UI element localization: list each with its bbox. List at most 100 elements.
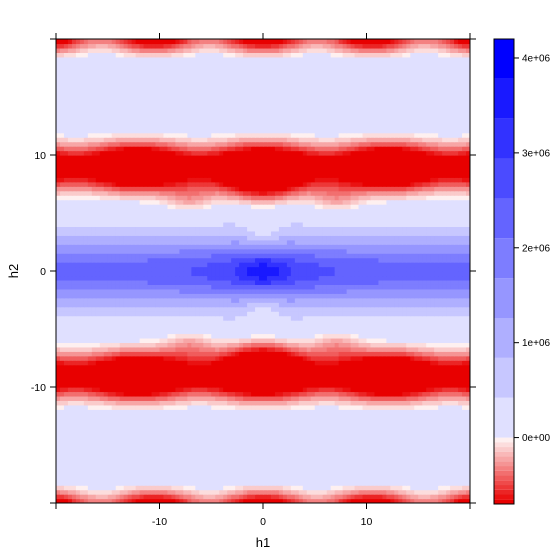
contour-cell: [243, 404, 248, 410]
contour-cell: [263, 364, 268, 370]
contour-cell: [306, 346, 312, 352]
contour-cell: [167, 302, 173, 308]
contour-cell: [422, 342, 427, 348]
contour-cell: [394, 471, 399, 477]
contour-cell: [450, 489, 455, 495]
contour-cell: [402, 337, 407, 343]
contour-cell: [394, 324, 399, 330]
contour-cell: [59, 400, 65, 406]
contour-cell: [342, 297, 348, 303]
contour-cell: [223, 302, 228, 308]
contour-cell: [274, 489, 280, 495]
contour-cell: [314, 311, 320, 317]
contour-cell: [350, 360, 356, 366]
contour-cell: [370, 400, 376, 406]
contour-cell: [75, 395, 81, 401]
contour-cell: [390, 378, 395, 384]
contour-cell: [259, 320, 264, 326]
contour-cell: [131, 351, 137, 357]
contour-cell: [302, 391, 308, 397]
contour-cell: [87, 409, 93, 415]
contour-cell: [394, 293, 399, 299]
contour-cell: [266, 458, 272, 464]
contour-cell: [147, 409, 153, 415]
contour-cell: [426, 378, 431, 384]
contour-cell: [255, 400, 260, 406]
contour-cell: [123, 489, 129, 495]
contour-cell: [139, 346, 145, 352]
contour-cell: [235, 462, 240, 468]
contour-cell: [406, 404, 411, 410]
contour-cell: [418, 333, 423, 339]
contour-cell: [390, 391, 395, 397]
contour-cell: [263, 413, 268, 419]
contour-cell: [326, 324, 332, 330]
contour-cell: [354, 315, 360, 321]
contour-cell: [179, 471, 184, 477]
contour-cell: [187, 427, 192, 433]
contour-cell: [390, 333, 395, 339]
contour-cell: [211, 297, 216, 303]
contour-cell: [239, 387, 244, 393]
contour-cell: [354, 302, 360, 308]
contour-cell: [370, 306, 376, 312]
contour-cell: [263, 302, 268, 308]
contour-cell: [91, 485, 97, 491]
contour-cell: [386, 467, 391, 473]
contour-cell: [334, 404, 340, 410]
contour-cell: [231, 387, 236, 393]
contour-cell: [143, 395, 149, 401]
contour-cell: [259, 427, 264, 433]
contour-cell: [203, 485, 208, 491]
contour-cell: [438, 485, 443, 491]
contour-cell: [410, 498, 415, 503]
contour-cell: [434, 311, 439, 317]
contour-cell: [123, 422, 129, 428]
contour-cell: [286, 462, 292, 468]
contour-cell: [163, 288, 169, 294]
contour-cell: [195, 413, 200, 419]
contour-cell: [56, 355, 61, 361]
contour-cell: [239, 382, 244, 388]
contour-cell: [422, 480, 427, 486]
contour-cell: [326, 413, 332, 419]
contour-cell: [410, 471, 415, 477]
contour-cell: [215, 476, 220, 482]
contour-cell: [278, 494, 284, 500]
contour-cell: [223, 297, 228, 303]
contour-cell: [326, 494, 332, 500]
contour-cell: [259, 462, 264, 468]
contour-cell: [67, 485, 73, 491]
contour-cell: [302, 431, 308, 437]
contour-cell: [318, 436, 324, 442]
contour-cell: [155, 373, 161, 379]
contour-cell: [259, 498, 264, 503]
contour-cell: [414, 315, 419, 321]
contour-cell: [370, 467, 376, 473]
contour-cell: [131, 431, 137, 437]
contour-cell: [187, 453, 192, 459]
contour-cell: [374, 351, 380, 357]
contour-cell: [179, 453, 184, 459]
contour-cell: [231, 400, 236, 406]
contour-cell: [398, 387, 403, 393]
contour-cell: [147, 364, 153, 370]
contour-cell: [231, 346, 236, 352]
contour-cell: [56, 346, 61, 352]
contour-cell: [215, 360, 220, 366]
contour-cell: [426, 324, 431, 330]
contour-cell: [83, 462, 89, 468]
contour-cell: [430, 288, 435, 294]
contour-cell: [123, 311, 129, 317]
contour-cell: [322, 378, 328, 384]
contour-cell: [179, 427, 184, 433]
contour-cell: [211, 436, 216, 442]
contour-cell: [306, 293, 312, 299]
contour-cell: [167, 409, 173, 415]
contour-cell: [374, 418, 380, 424]
contour-cell: [450, 329, 455, 335]
contour-cell: [223, 498, 228, 503]
contour-cell: [358, 418, 364, 424]
contour-cell: [382, 422, 388, 428]
contour-cell: [187, 440, 192, 446]
